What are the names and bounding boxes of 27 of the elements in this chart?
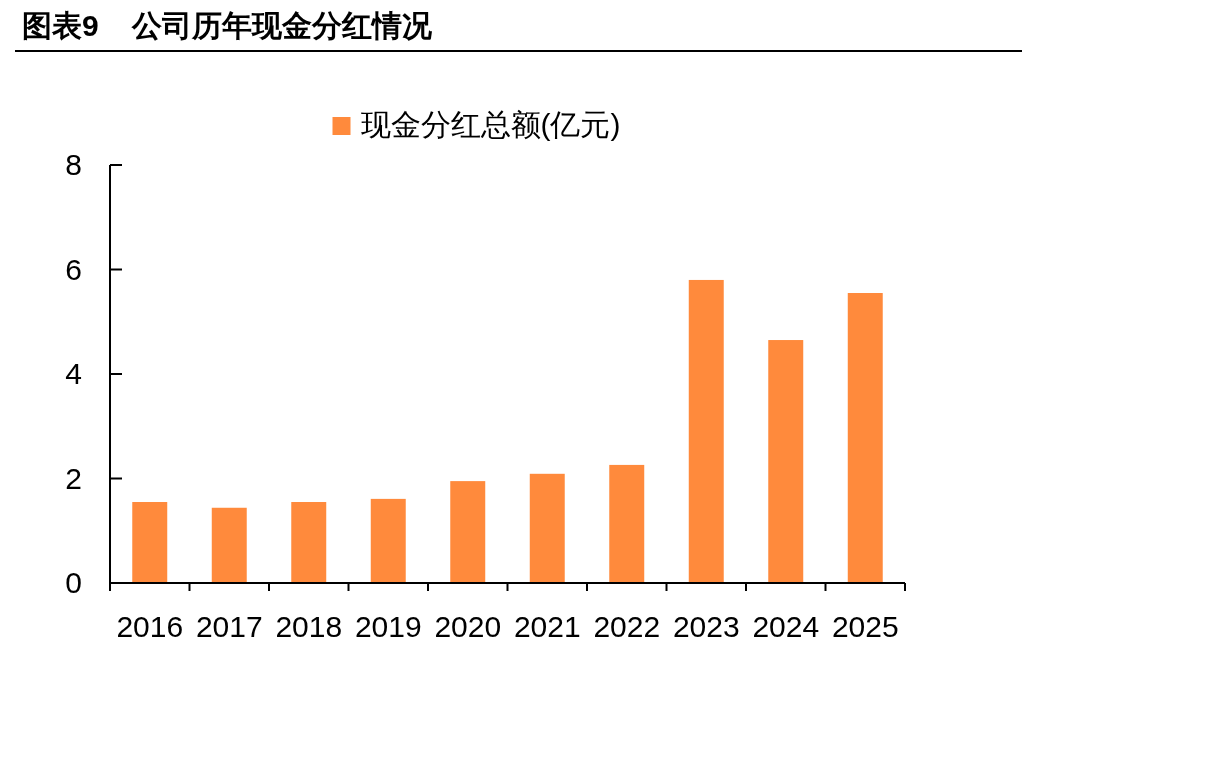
y-tick-label: 8 xyxy=(65,148,82,181)
x-tick-label: 2019 xyxy=(354,610,422,643)
bar xyxy=(609,464,645,583)
bar xyxy=(370,498,406,583)
x-tick-label: 2022 xyxy=(593,610,661,643)
x-tick-label: 2025 xyxy=(831,610,899,643)
bar xyxy=(132,502,168,583)
x-tick-label: 2021 xyxy=(513,610,581,643)
y-tick-label: 6 xyxy=(65,252,82,286)
legend-label: 现金分红总额(亿元) xyxy=(360,108,621,141)
y-tick-label: 4 xyxy=(65,357,82,390)
bar xyxy=(450,481,486,583)
bar xyxy=(768,340,804,583)
x-tick-label: 2018 xyxy=(275,610,343,643)
bar xyxy=(688,279,724,583)
y-tick-label: 2 xyxy=(65,461,82,495)
bar xyxy=(847,293,883,583)
chart-title: 图表9 公司历年现金分红情况 xyxy=(22,9,434,42)
x-tick-label: 2016 xyxy=(116,610,184,643)
bar xyxy=(211,507,247,583)
x-tick-label: 2024 xyxy=(752,610,820,643)
bar xyxy=(291,502,327,583)
x-tick-label: 2023 xyxy=(672,610,740,643)
y-tick-label: 0 xyxy=(65,566,82,599)
bar xyxy=(529,473,565,583)
x-tick-label: 2017 xyxy=(195,610,263,643)
x-tick-label: 2020 xyxy=(434,610,502,643)
